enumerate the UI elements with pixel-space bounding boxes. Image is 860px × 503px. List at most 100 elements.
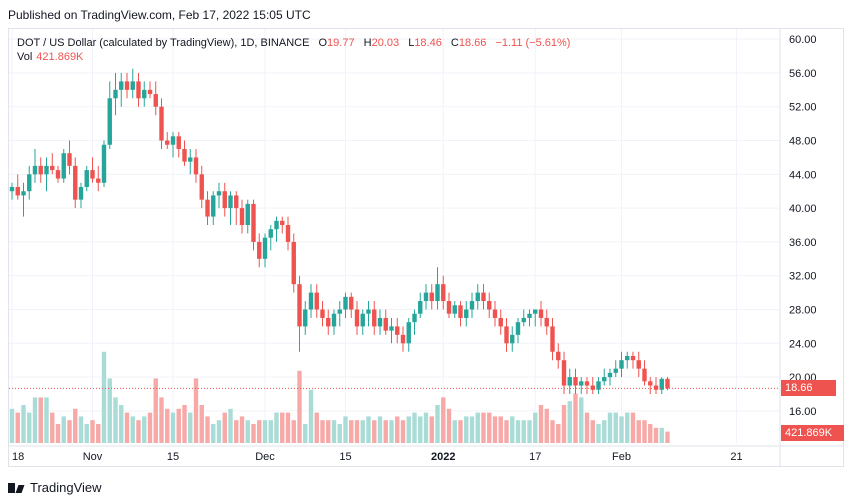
volume-bar <box>636 420 641 443</box>
symbol-label[interactable]: DOT / US Dollar (calculated by TradingVi… <box>17 37 310 49</box>
change-value: −1.11 (−5.61%) <box>495 37 571 49</box>
volume-bar <box>170 412 176 443</box>
volume-bar <box>613 412 618 443</box>
volume-bar <box>590 420 595 443</box>
volume-bar <box>239 416 245 443</box>
open-label: O <box>318 37 328 49</box>
volume-bar <box>9 408 15 443</box>
candle-body <box>446 301 452 314</box>
volume-bar <box>653 427 659 443</box>
volume-bar <box>165 408 170 443</box>
volume-bar <box>314 412 319 443</box>
time-tick-label: Nov <box>83 451 103 463</box>
candle-body <box>458 305 463 318</box>
volume-bar <box>423 412 429 443</box>
candle-body <box>50 165 55 171</box>
candle-body <box>124 81 130 90</box>
volume-bar <box>211 424 216 443</box>
volume-bar <box>625 412 630 443</box>
candle-body <box>251 203 256 242</box>
candle-body <box>320 309 325 318</box>
candle-body <box>481 292 486 302</box>
candle-body <box>222 191 227 209</box>
price-tick-label: 32.00 <box>789 271 817 283</box>
candle-body <box>193 157 199 175</box>
candle-body <box>349 296 354 310</box>
candle-body <box>550 326 555 352</box>
candle-body <box>561 360 567 386</box>
chart-frame[interactable] <box>8 28 844 467</box>
volume-bar <box>193 378 199 443</box>
volume-bar <box>550 420 555 443</box>
volume-bar <box>326 420 331 443</box>
candle-body <box>573 377 578 386</box>
candle-body <box>464 309 469 318</box>
candle-body <box>159 106 164 141</box>
candle-body <box>487 301 492 310</box>
candle-body <box>492 309 498 318</box>
volume-bar <box>596 424 601 443</box>
candle-body <box>625 355 630 361</box>
volume-bar <box>234 420 239 443</box>
candle-body <box>32 165 38 175</box>
volume-bar <box>96 424 101 443</box>
candle-body <box>119 81 124 90</box>
volume-bar <box>130 416 135 443</box>
candle-body <box>538 309 544 318</box>
volume-bar <box>222 412 227 443</box>
volume-bar <box>280 412 285 443</box>
candle-body <box>372 309 377 327</box>
volume-bar <box>533 412 538 443</box>
candle-body <box>602 377 607 382</box>
candle-body <box>653 385 659 390</box>
volume-bar <box>44 397 49 443</box>
candle-body <box>90 170 95 179</box>
volume-label: Vol <box>17 51 33 63</box>
close-value: 18.66 <box>458 37 487 49</box>
volume-bar <box>153 378 158 443</box>
volume-bar <box>15 412 20 443</box>
volume-bar <box>556 424 561 443</box>
low-value: 18.46 <box>414 37 442 49</box>
last-price-tag: 18.66 <box>781 380 836 397</box>
candle-body <box>130 81 135 90</box>
candle-body <box>383 317 388 331</box>
candle-body <box>590 385 595 390</box>
price-tick-label: 60.00 <box>789 34 817 46</box>
candle-body <box>182 148 187 162</box>
volume-bar <box>182 405 187 443</box>
volume-bar <box>331 420 337 443</box>
volume-bar <box>251 424 256 443</box>
volume-bar <box>274 412 279 443</box>
candle-body <box>21 191 26 196</box>
candle-body <box>533 309 538 314</box>
time-tick-label: Dec <box>255 451 275 463</box>
volume-bar <box>538 405 544 443</box>
volume-bar <box>406 416 411 443</box>
candle-body <box>285 225 291 242</box>
candle-body <box>147 89 153 95</box>
volume-bar <box>389 420 394 443</box>
volume-bar <box>584 412 590 443</box>
candle-body <box>15 186 20 196</box>
candle-body <box>297 284 302 327</box>
volume-bars <box>9 351 670 443</box>
tradingview-logo[interactable]: TradingView <box>8 480 102 495</box>
volume-bar <box>188 412 193 443</box>
price-tick-label: 44.00 <box>789 169 817 181</box>
candle-body <box>441 284 446 302</box>
price-candles <box>9 68 670 394</box>
volume-bar <box>366 416 371 443</box>
candle-body <box>205 199 210 217</box>
volume-bar <box>27 412 32 443</box>
candle-body <box>642 368 647 382</box>
volume-bar <box>285 412 291 443</box>
time-tick-label: 21 <box>730 451 742 463</box>
candle-body <box>61 153 66 179</box>
time-tick-label: Feb <box>612 451 631 463</box>
volume-bar <box>521 420 526 443</box>
volume-bar <box>527 420 532 443</box>
volume-bar <box>395 416 400 443</box>
candle-body <box>67 153 72 166</box>
